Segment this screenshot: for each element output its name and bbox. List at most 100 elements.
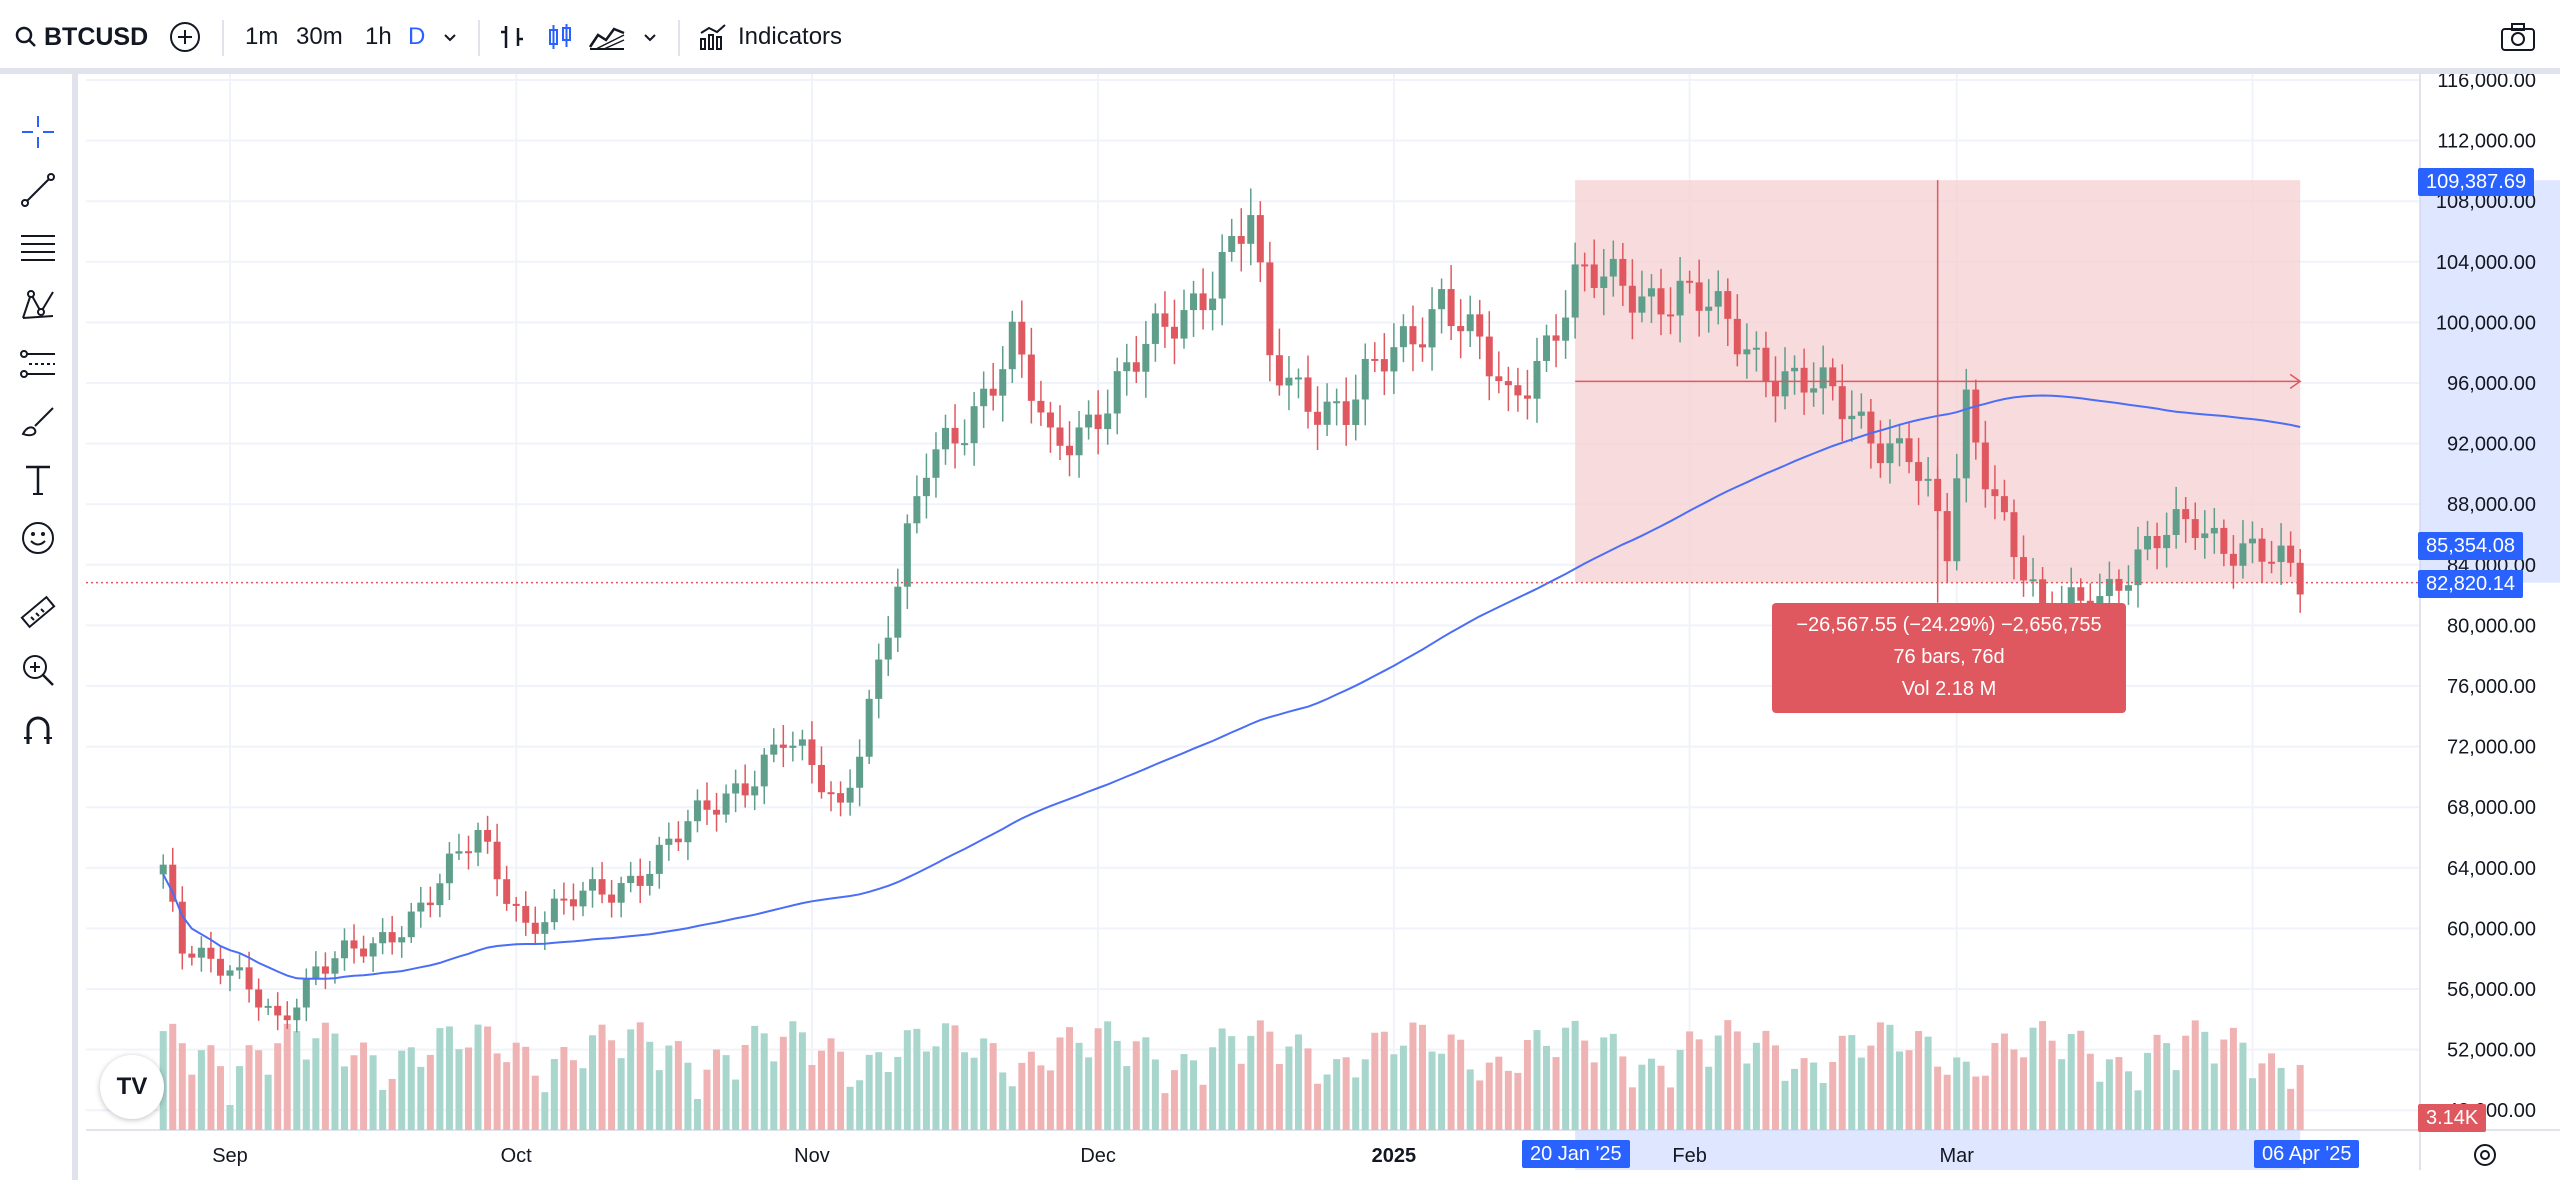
volume-bar: [1619, 1056, 1627, 1130]
volume-bar: [560, 1047, 568, 1130]
candle-body: [598, 879, 606, 895]
volume-bar: [1066, 1027, 1074, 1130]
brush-tool[interactable]: [18, 402, 58, 442]
interval-1m[interactable]: 1m: [245, 0, 278, 74]
candle-body: [2115, 578, 2123, 591]
volume-bar: [1504, 1070, 1512, 1130]
volume-bar: [1380, 1031, 1388, 1130]
volume-bar: [1466, 1069, 1474, 1130]
volume-bar: [484, 1026, 492, 1130]
candle-body: [1476, 314, 1484, 337]
time-tick-label: Oct: [501, 1145, 533, 1167]
candle-body: [703, 800, 711, 810]
volume-bar: [1228, 1036, 1236, 1130]
volume-bar: [550, 1058, 558, 1130]
volume-bar: [2010, 1049, 2018, 1130]
snapshot-button[interactable]: [2500, 0, 2536, 74]
crosshair-tool[interactable]: [18, 112, 58, 152]
symbol-search[interactable]: BTCUSD: [14, 0, 148, 74]
volume-bar: [2191, 1020, 2199, 1130]
brush-icon: [21, 407, 54, 437]
measure-bars: 76 bars, 76d: [1893, 646, 2005, 668]
volume-bar: [512, 1042, 520, 1130]
candle-body: [627, 875, 635, 884]
tradingview-logo[interactable]: TV: [100, 1055, 164, 1119]
volume-bar: [589, 1035, 597, 1130]
interval-30m[interactable]: 30m: [296, 0, 343, 74]
time-tick-label: Sep: [212, 1145, 248, 1167]
volume-bar: [1390, 1054, 1398, 1130]
volume-bar: [1676, 1049, 1684, 1130]
volume-bar: [1705, 1066, 1713, 1130]
candle-body: [1953, 478, 1961, 562]
toolbar-divider: [478, 20, 480, 56]
emoji-tool[interactable]: [18, 518, 58, 558]
volume-bar: [302, 1059, 310, 1130]
compare-button[interactable]: [168, 0, 202, 74]
candle-body: [2105, 578, 2113, 597]
volume-bar: [417, 1066, 425, 1130]
area-chart-type-button[interactable]: [588, 0, 626, 74]
volume-bar: [856, 1080, 864, 1130]
volume-bar: [1838, 1035, 1846, 1130]
interval-dropdown[interactable]: [440, 0, 460, 74]
pattern-tool[interactable]: [18, 286, 58, 326]
candle-body: [665, 838, 673, 845]
candle-body: [2134, 549, 2142, 586]
volume-bar: [2029, 1027, 2037, 1130]
volume-bar: [455, 1049, 463, 1130]
volume-bar: [1638, 1064, 1646, 1130]
price-marker-tag: 109,387.69: [2418, 168, 2535, 196]
candle-body: [865, 698, 873, 757]
bar-chart-type-button[interactable]: [498, 0, 526, 74]
volume-bar: [1991, 1043, 1999, 1130]
volume-bar: [1657, 1065, 1665, 1130]
volume-bar: [617, 1058, 625, 1130]
candle-body: [732, 783, 740, 794]
chart-type-dropdown[interactable]: [640, 0, 660, 74]
volume-bar: [236, 1066, 244, 1130]
volume-bar: [531, 1075, 539, 1130]
interval-1h[interactable]: 1h: [365, 0, 392, 74]
volume-bar: [216, 1066, 224, 1130]
candle-body: [1104, 413, 1112, 430]
text-tool[interactable]: [18, 460, 58, 500]
price-axis-range-highlight: [2420, 180, 2560, 583]
candle-body: [1085, 414, 1093, 428]
volume-bar: [369, 1055, 377, 1130]
volume-bar: [1667, 1087, 1675, 1130]
volume-bar: [999, 1072, 1007, 1130]
volume-value-tag: 3.14K: [2418, 1104, 2487, 1132]
volume-bar: [1981, 1075, 1989, 1130]
trend-line-tool[interactable]: [18, 170, 58, 210]
axis-settings-button[interactable]: [2470, 1140, 2500, 1170]
candle-body: [1724, 291, 1732, 319]
zoom-in-tool[interactable]: [18, 650, 58, 690]
volume-bar: [2258, 1063, 2266, 1130]
volume-bar: [2058, 1059, 2066, 1130]
candle-body: [1714, 291, 1722, 307]
volume-bar: [207, 1045, 215, 1130]
indicators-button[interactable]: Indicators: [698, 0, 842, 74]
volume-bar: [703, 1069, 711, 1130]
candle-body: [1543, 335, 1551, 361]
price-tick-label: 68,000.00: [2447, 797, 2536, 819]
measure-tooltip: −26,567.55 (−24.29%) −2,656,755 76 bars,…: [1772, 603, 2126, 713]
candles-chart-type-button[interactable]: [546, 0, 574, 74]
candle-body: [1018, 321, 1026, 355]
toolbar-divider: [222, 20, 224, 56]
candle-body: [1247, 215, 1255, 244]
candle-body: [274, 1005, 282, 1016]
interval-d[interactable]: D: [408, 0, 425, 74]
volume-bar: [426, 1054, 434, 1130]
ruler-tool[interactable]: [18, 592, 58, 632]
magnet-tool[interactable]: [18, 710, 58, 750]
volume-bar: [1209, 1047, 1217, 1130]
candle-body: [1075, 427, 1083, 456]
volume-bar: [1857, 1057, 1865, 1130]
fib-retracement-tool[interactable]: [18, 228, 58, 268]
volume-bar: [1896, 1051, 1903, 1130]
candle-body: [484, 829, 492, 842]
forecast-tool[interactable]: [18, 344, 58, 384]
